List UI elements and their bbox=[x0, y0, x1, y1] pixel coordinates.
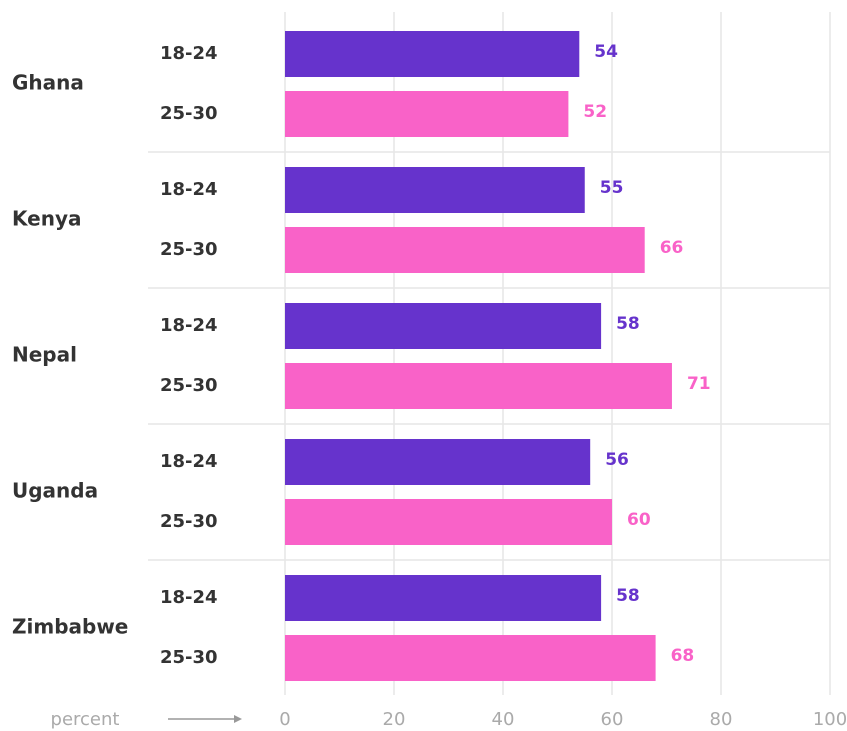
series-label: 18-24 bbox=[160, 451, 218, 472]
x-tick-label: 0 bbox=[279, 709, 290, 730]
value-label: 58 bbox=[616, 314, 640, 334]
series-label: 18-24 bbox=[160, 179, 218, 200]
x-tick-label: 100 bbox=[813, 709, 847, 730]
bar bbox=[285, 363, 672, 409]
x-tick-label: 80 bbox=[710, 709, 733, 730]
category-label: Nepal bbox=[12, 343, 77, 367]
value-label: 54 bbox=[594, 42, 618, 62]
x-tick-label: 40 bbox=[492, 709, 515, 730]
bar bbox=[285, 635, 656, 681]
value-label: 68 bbox=[671, 646, 695, 666]
series-label: 18-24 bbox=[160, 587, 218, 608]
bar bbox=[285, 303, 602, 349]
series-label: 25-30 bbox=[160, 103, 218, 124]
x-axis-label: percent bbox=[51, 709, 120, 730]
bar bbox=[285, 439, 591, 485]
series-label: 18-24 bbox=[160, 43, 218, 64]
series-label: 25-30 bbox=[160, 239, 218, 260]
category-label: Kenya bbox=[12, 207, 81, 231]
bar bbox=[285, 91, 569, 137]
bar bbox=[285, 31, 580, 77]
category-label: Zimbabwe bbox=[12, 615, 128, 639]
category-label: Ghana bbox=[12, 71, 84, 95]
axis-arrowhead bbox=[234, 715, 242, 723]
x-tick-label: 60 bbox=[601, 709, 624, 730]
series-label: 25-30 bbox=[160, 647, 218, 668]
value-label: 58 bbox=[616, 586, 640, 606]
value-label: 66 bbox=[660, 238, 684, 258]
series-label: 25-30 bbox=[160, 375, 218, 396]
value-label: 52 bbox=[583, 102, 607, 122]
series-label: 18-24 bbox=[160, 315, 218, 336]
value-label: 56 bbox=[605, 450, 629, 470]
x-tick-label: 20 bbox=[383, 709, 406, 730]
bar bbox=[285, 167, 585, 213]
value-label: 55 bbox=[600, 178, 624, 198]
bar bbox=[285, 227, 645, 273]
series-label: 25-30 bbox=[160, 511, 218, 532]
value-label: 60 bbox=[627, 510, 651, 530]
value-label: 71 bbox=[687, 374, 711, 394]
bar bbox=[285, 499, 612, 545]
bar bbox=[285, 575, 602, 621]
category-label: Uganda bbox=[12, 479, 98, 503]
